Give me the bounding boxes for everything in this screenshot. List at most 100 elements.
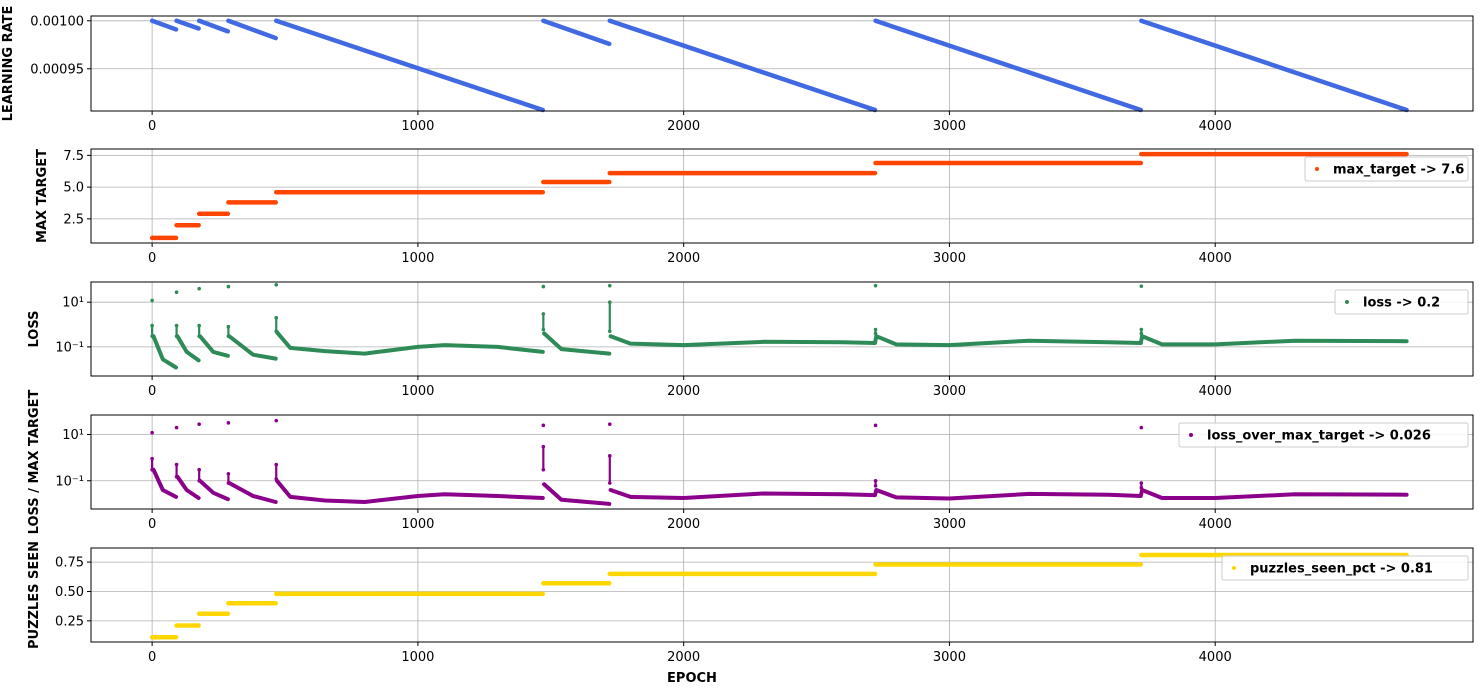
learning-rate-segment — [174, 18, 201, 31]
loss-over-max-target-point — [873, 423, 878, 428]
loss-over-max-target-point — [174, 425, 179, 430]
loss-over-max-target-point — [1139, 425, 1144, 430]
puzzles-seen-xlabel: EPOCH — [667, 671, 717, 686]
loss-over-max-target-point — [274, 418, 279, 423]
loss-xtick-label: 3000 — [933, 384, 966, 399]
learning-rate-segment — [607, 18, 878, 113]
puzzles-seen-ylabel: PUZZLES SEEN — [27, 541, 42, 649]
loss-over-max-target-curve — [608, 488, 1409, 501]
max-target-legend-box — [1304, 156, 1469, 182]
loss-over-max-target-ytick-label: 10¹ — [62, 428, 84, 443]
loss-ytick-label: 10⁻¹ — [55, 340, 84, 355]
puzzles-seen-ytick-label: 0.25 — [55, 614, 84, 629]
max-target-xtick-label: 0 — [148, 251, 156, 266]
max-target-panel: 0 1000 2000 3000 4000 2.5 5.0 7.5 MAX TARGET max_… — [35, 148, 1474, 266]
loss-curve — [175, 334, 201, 363]
loss-over-max-target-series — [150, 418, 1409, 506]
learning-rate-xtick-label: 4000 — [1199, 119, 1232, 134]
max-target-xtick-label: 4000 — [1199, 251, 1232, 266]
loss-point — [174, 290, 179, 294]
max-target-legend-label: max_target -> 7.6 — [1333, 163, 1464, 178]
puzzles-seen-legend-label: puzzles_seen_pct -> 0.81 — [1250, 562, 1433, 577]
loss-curve — [151, 334, 178, 370]
max-target-xtick-label: 1000 — [401, 251, 434, 266]
puzzles-seen-panel: 0 1000 2000 3000 4000 0.25 0.50 0.75 PUZZLES SEE… — [27, 541, 1474, 686]
loss-curve — [542, 331, 612, 356]
loss-point — [873, 283, 878, 288]
puzzles-seen-xtick-label: 1000 — [401, 650, 434, 665]
loss-series — [150, 282, 1409, 370]
puzzles-seen-legend-box — [1221, 555, 1469, 581]
loss-point — [197, 286, 201, 291]
max-target-ytick-label: 2.5 — [63, 212, 84, 227]
loss-over-max-target-curve — [275, 478, 545, 504]
loss-over-max-target-xtick-label: 3000 — [933, 517, 966, 532]
puzzles-seen-xtick-label: 2000 — [667, 650, 700, 665]
max-target-legend-marker — [1315, 167, 1319, 171]
loss-over-max-target-xtick-label: 1000 — [401, 517, 434, 532]
puzzles-seen-xtick-label: 3000 — [933, 650, 966, 665]
learning-rate-segment — [541, 18, 612, 47]
learning-rate-panel: 0 1000 2000 3000 4000 0.00095 0.00100 LEARNING … — [1, 6, 1474, 134]
loss-legend-marker — [1345, 300, 1349, 304]
loss-point — [274, 282, 279, 287]
max-target-legend: max_target -> 7.6 — [1304, 156, 1469, 182]
max-target-xtick-label: 2000 — [667, 251, 700, 266]
loss-over-max-target-point — [197, 422, 201, 426]
loss-over-max-target-ytick-label: 10⁻¹ — [55, 474, 84, 489]
loss-over-max-target-curve — [151, 467, 178, 499]
loss-over-max-target-legend-marker — [1189, 433, 1193, 437]
puzzles-seen-series — [149, 552, 1409, 640]
max-target-series — [149, 151, 1409, 241]
loss-panel: 0 1000 2000 3000 4000 10⁻¹ 10¹ LOSS loss -> 0.2 — [27, 281, 1474, 399]
puzzles-seen-xtick-label: 0 — [148, 650, 156, 665]
loss-over-max-target-panel: 0 1000 2000 3000 4000 10⁻¹ 10¹ LOSS / MAX TARGE… — [27, 390, 1474, 534]
loss-over-max-target-curve — [175, 474, 201, 500]
loss-axes-frame — [90, 281, 1474, 377]
loss-curve — [608, 334, 1409, 348]
max-target-ytick-label: 5.0 — [63, 181, 84, 196]
loss-point — [1139, 284, 1144, 288]
puzzles-seen-xtick-label: 4000 — [1199, 650, 1232, 665]
learning-rate-xtick-label: 0 — [148, 119, 156, 134]
learning-rate-ytick-label: 0.00100 — [30, 14, 84, 29]
loss-point — [541, 284, 546, 289]
learning-rate-xtick-label: 2000 — [667, 119, 700, 134]
loss-ytick-label: 10¹ — [62, 296, 84, 311]
learning-rate-axes-frame — [90, 15, 1474, 112]
learning-rate-segment — [149, 18, 179, 32]
loss-over-max-target-curve — [227, 481, 278, 504]
learning-rate-segment — [1139, 18, 1409, 113]
loss-legend-box — [1334, 289, 1469, 315]
loss-over-max-target-axes-frame — [90, 414, 1474, 510]
loss-xtick-label: 1000 — [401, 384, 434, 399]
learning-rate-segment — [196, 18, 231, 34]
loss-over-max-target-xtick-label: 4000 — [1199, 517, 1232, 532]
loss-over-max-target-curve — [198, 478, 230, 502]
loss-curve — [227, 334, 278, 361]
loss-xtick-label: 2000 — [667, 384, 700, 399]
learning-rate-xtick-label: 3000 — [933, 119, 966, 134]
learning-rate-xtick-label: 1000 — [401, 119, 434, 134]
learning-rate-segment — [273, 18, 546, 113]
loss-over-max-target-legend: loss_over_max_target -> 0.026 — [1178, 422, 1469, 448]
loss-point — [226, 284, 231, 289]
loss-curve — [275, 330, 545, 356]
loss-xtick-label: 0 — [148, 384, 156, 399]
loss-over-max-target-point — [226, 421, 231, 425]
loss-curve — [198, 334, 230, 358]
learning-rate-segment — [226, 18, 278, 41]
loss-over-max-target-point — [607, 422, 612, 426]
max-target-axes-frame — [90, 148, 1474, 244]
learning-rate-series — [149, 18, 1409, 113]
loss-legend: loss -> 0.2 — [1334, 289, 1469, 315]
loss-point — [607, 283, 612, 288]
puzzles-seen-axes-frame — [90, 547, 1474, 643]
learning-rate-segment — [873, 18, 1144, 113]
puzzles-seen-legend-marker — [1232, 566, 1236, 570]
loss-xtick-label: 4000 — [1199, 384, 1232, 399]
loss-point — [150, 298, 154, 303]
loss-legend-label: loss -> 0.2 — [1363, 296, 1440, 311]
puzzles-seen-ytick-label: 0.50 — [55, 585, 84, 600]
